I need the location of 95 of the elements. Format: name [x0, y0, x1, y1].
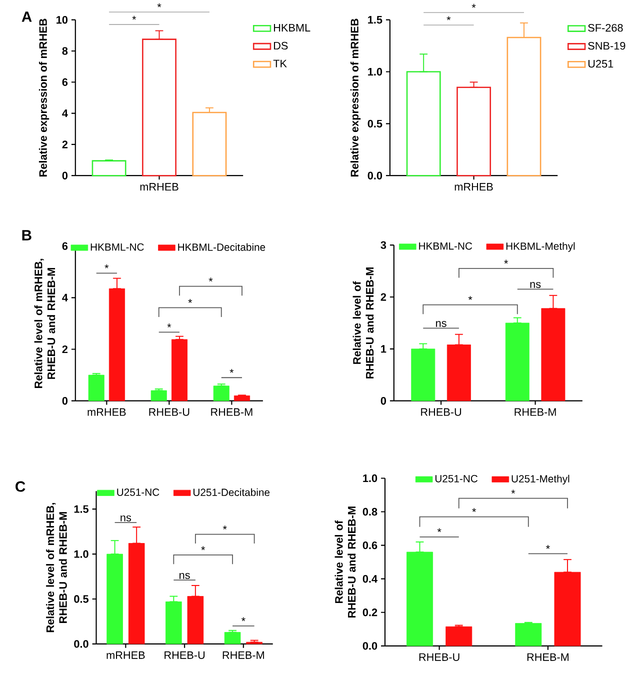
- annotation: ns: [530, 282, 541, 288]
- text: *: [472, 4, 476, 8]
- x-tick-label: RHEB-U: [149, 408, 190, 416]
- annotation: ns: [436, 321, 446, 327]
- x-tick-label: mRHEB: [106, 651, 145, 659]
- annotation: *: [208, 278, 213, 282]
- y-tick-label: 1.0: [74, 550, 88, 558]
- bar: [515, 623, 542, 646]
- y-tick-label: 0.5: [368, 120, 382, 128]
- text: *: [132, 16, 136, 20]
- y-tick-label: 1.5: [368, 16, 382, 24]
- x-tick-label: RHEB-U: [164, 651, 205, 659]
- legend-label: U251-NC: [117, 488, 160, 496]
- bar: [150, 390, 167, 402]
- bar: [88, 374, 104, 402]
- x-tick-label: mRHEB: [140, 183, 178, 191]
- y-axis-title: Relative expression of mRHEB: [350, 18, 361, 176]
- y-tick-label: 2: [380, 293, 386, 301]
- annotation: *: [104, 264, 109, 268]
- bar: [171, 339, 188, 402]
- annotation: *: [504, 260, 508, 264]
- legend-label: U251-Methyl: [512, 474, 570, 485]
- bar: [224, 632, 241, 644]
- y-tick-label: 6: [62, 242, 68, 250]
- y-tick-label: 1: [381, 345, 386, 353]
- text: A: [22, 12, 32, 22]
- y-tick-label: 0.4: [362, 575, 378, 583]
- y-tick-label: 10: [56, 16, 68, 24]
- x-tick-label: mRHEB: [88, 408, 126, 416]
- annotation: ns: [120, 515, 132, 522]
- y-tick-label: 6: [62, 78, 68, 86]
- annotation: *: [437, 528, 442, 532]
- annotation: *: [201, 546, 206, 550]
- y-tick-label: 0.2: [362, 608, 378, 616]
- y-tick-label: 0.8: [362, 508, 378, 516]
- annotation: ns: [180, 572, 190, 579]
- legend-label: DS: [274, 42, 288, 50]
- x-tick-label: mRHEB: [454, 183, 493, 191]
- y-tick-label: 1.0: [368, 68, 382, 76]
- y-tick-label: 8: [62, 47, 68, 55]
- y-tick-label: 1.0: [363, 474, 378, 482]
- y-axis-title: Relative level of RHEB-U and RHEB-M: [352, 268, 374, 378]
- y-axis-title: Relative level of mRHEB, RHEB-U and RHEB-M: [34, 258, 56, 388]
- legend-label: HKBML-Decitabine: [178, 243, 266, 251]
- y-tick-label: 0: [62, 397, 68, 405]
- legend-label: U251-NC: [435, 474, 478, 482]
- y-tick-label: 2: [62, 345, 68, 354]
- annotation: *: [230, 368, 234, 373]
- bar: [166, 601, 182, 644]
- legend-label: TK: [273, 60, 287, 68]
- text: B: [22, 230, 32, 240]
- x-tick-label: RHEB-U: [419, 653, 460, 661]
- text: *: [157, 3, 162, 8]
- y-tick-label: 3: [380, 241, 386, 249]
- annotation: *: [241, 617, 246, 622]
- text: C: [16, 481, 26, 492]
- legend-label: HKBML: [274, 24, 310, 32]
- legend-label: SNB-19: [588, 42, 626, 50]
- bar: [446, 626, 472, 646]
- annotation: *: [546, 545, 550, 549]
- legend-label: U251: [588, 60, 614, 68]
- x-tick-label: RHEB-M: [211, 408, 252, 416]
- annotation: *: [167, 324, 172, 328]
- annotation: *: [222, 526, 227, 530]
- y-axis-title: Relative level of mRHEB, RHEB-U and RHEB-M: [46, 503, 67, 632]
- legend-label: U251-Decitabine: [194, 488, 270, 496]
- x-tick-label: RHEB-U: [421, 408, 462, 416]
- y-tick-label: 4: [62, 110, 68, 118]
- annotation: *: [468, 296, 472, 300]
- bar: [213, 386, 230, 402]
- y-axis-title: Relative level of RHEB-U and RHEB-M: [334, 506, 356, 618]
- y-tick-label: 0.5: [74, 595, 88, 603]
- legend-label: HKBML-NC: [90, 243, 144, 251]
- y-tick-label: 0.6: [362, 541, 378, 550]
- y-tick-label: 1.5: [74, 505, 88, 513]
- x-tick-label: RHEB-M: [527, 653, 568, 661]
- annotation: *: [511, 490, 516, 494]
- annotation: *: [472, 508, 476, 512]
- legend-label: HKBML-Methyl: [506, 242, 575, 252]
- x-tick-label: RHEB-M: [514, 408, 556, 416]
- y-axis-title: Relative expression of mRHEB: [38, 18, 50, 176]
- legend-label: HKBML-NC: [419, 242, 472, 250]
- legend-label: SF-268: [588, 24, 623, 32]
- y-tick-label: 0.0: [74, 640, 88, 648]
- annotation: *: [188, 299, 192, 303]
- y-tick-label: 4: [62, 294, 68, 302]
- y-tick-label: 0.0: [368, 172, 382, 180]
- y-tick-label: 0: [62, 172, 68, 180]
- y-tick-label: 2: [62, 140, 68, 148]
- annotation: *: [446, 16, 451, 20]
- y-tick-label: 0.0: [362, 642, 378, 650]
- x-tick-label: RHEB-M: [222, 651, 264, 659]
- y-tick-label: 0: [380, 397, 386, 405]
- bar: [505, 322, 530, 402]
- bar: [234, 395, 250, 402]
